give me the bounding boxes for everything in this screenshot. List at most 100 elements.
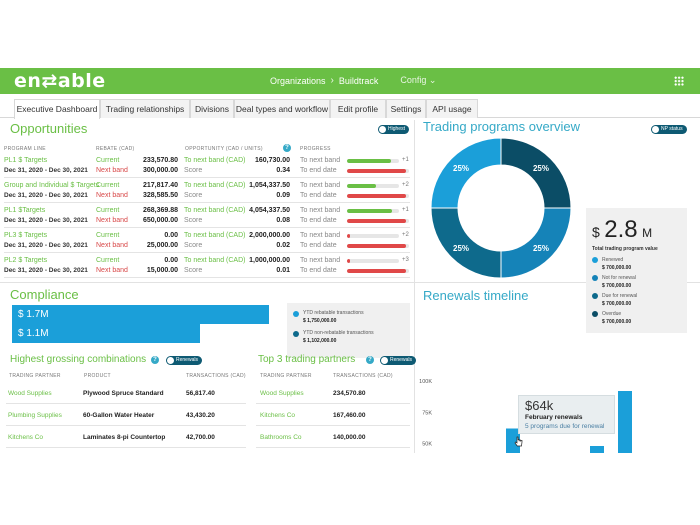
program-name[interactable]: PL1 $ Targets [4,157,48,164]
progress-bar-next-band [347,209,399,213]
legend-dot [592,293,598,299]
progress-fill [347,269,406,273]
progress-next-label: To next band [300,182,341,189]
table-row[interactable]: Bathrooms Co 140,000.00 [256,426,410,448]
legend-value: $ 700,000.00 [602,301,632,307]
help-icon[interactable]: ? [366,356,374,364]
section-divider [415,282,700,283]
trading-partner[interactable]: Wood Supplies [8,390,52,397]
apps-grid-icon[interactable] [674,76,684,86]
tab-api-usage[interactable]: API usage [426,99,478,118]
compliance-bar-non-rebatable[interactable]: $ 1.1M [12,324,200,343]
bar-jun[interactable] [618,391,632,453]
col-rebate: REBATE (CAD) [96,146,135,152]
column-divider [414,120,415,453]
current-rebate: 217,817.40 [142,182,178,189]
table-row[interactable]: PL3 $ Targets Dec 31, 2020 - Dec 30, 2021… [4,229,410,253]
highest-toggle[interactable]: Highest [378,125,409,134]
tab-executive-dashboard[interactable]: Executive Dashboard [14,99,100,119]
donut-slice-label: 25% [453,164,469,173]
help-icon[interactable]: ? [283,144,291,152]
to-next-band-value: 1,054,337.50 [249,182,290,189]
program-name[interactable]: PL3 $ Targets [4,232,48,239]
breadcrumb-organizations[interactable]: Organizations [270,75,326,86]
progress-next-label: To next band [300,257,341,264]
col-program-line: PROGRAM LINE [4,146,46,152]
config-menu[interactable]: Config ⌄ [400,75,437,85]
tooltip-value: $64k [525,398,554,413]
tab-edit-profile[interactable]: Edit profile [330,99,386,118]
bar-may[interactable] [590,446,604,453]
legend-text: Due for renewal [602,293,638,299]
table-row[interactable]: Wood Supplies Plywood Spruce Standard 56,8… [6,382,246,404]
next-band-rebate: 328,585.50 [142,192,178,199]
progress-fill [347,219,406,223]
progress-bar-end-date [347,269,409,273]
next-band-rebate: 300,000.00 [142,167,178,174]
renewals-tooltip: $64k February renewals 5 programs due fo… [518,395,615,434]
legend-dot [592,275,598,281]
help-icon[interactable]: ? [151,356,159,364]
table-row[interactable]: Kitchens Co Laminates 8-pi Countertop 42,7… [6,426,246,448]
progress-fill [347,159,392,163]
table-row[interactable]: Plumbing Supplies 60-Gallon Water Heater 4… [6,404,246,426]
table-row[interactable]: PL2 $ Targets Dec 31, 2020 - Dec 30, 2021… [4,254,410,278]
breadcrumb-buildtrack[interactable]: Buildtrack [338,75,379,86]
section-divider [0,282,414,283]
progress-fill [347,209,393,213]
current-rebate: 0.00 [164,257,178,264]
combos-renewals-toggle[interactable]: Renewals [166,356,202,365]
table-row[interactable]: Group and Individual $ Targets Dec 31, 20… [4,179,410,203]
progress-delta: +3 [402,257,409,263]
partners-title: Top 3 trading partners [258,354,356,365]
score-value: 0.34 [276,167,290,174]
tab-divisions[interactable]: Divisions [190,99,234,118]
top-bar: en⇄able Organizations › Buildtrack Confi… [0,68,700,94]
np-status-toggle[interactable]: NP status [651,125,687,134]
score-label: Score [184,242,203,249]
program-name[interactable]: PL1 $Targets [4,207,46,214]
trading-partner[interactable]: Kitchens Co [260,412,296,419]
program-dates: Dec 31, 2020 - Dec 30, 2021 [4,242,88,249]
legend-text: Renewed [602,257,624,263]
tab-deal-types[interactable]: Deal types and workflow [234,99,330,118]
progress-fill [347,244,406,248]
trading-partner[interactable]: Plumbing Supplies [8,412,62,419]
progress-next-label: To next band [300,157,341,164]
partners-renewals-toggle[interactable]: Renewals [380,356,416,365]
next-band-label: Next band [96,167,128,174]
progress-delta: +1 [402,207,409,213]
table-row[interactable]: PL1 $Targets Dec 31, 2020 - Dec 30, 2021 C… [4,204,410,228]
progress-next-label: To next band [300,232,341,239]
current-label: Current [96,207,120,214]
donut-slice[interactable] [430,137,502,209]
table-row[interactable]: Kitchens Co 167,460.00 [256,404,410,426]
donut-slice-label: 25% [533,244,549,253]
tab-trading-relationships[interactable]: Trading relationships [100,99,190,118]
trading-partner[interactable]: Bathrooms Co [260,434,302,441]
to-next-band-label: To next band (CAD) [184,157,246,164]
trading-partner[interactable]: Kitchens Co [8,434,44,441]
progress-fill [347,169,406,173]
current-rebate: 0.00 [164,232,178,239]
enable-logo[interactable]: en⇄able [14,70,106,92]
progress-delta: +2 [402,182,409,188]
table-row[interactable]: Wood Supplies 234,570.80 [256,382,410,404]
bar-feb[interactable] [506,428,520,454]
trading-partner[interactable]: Wood Supplies [260,390,304,397]
pointer-cursor-icon [514,436,523,447]
score-value: 0.02 [276,242,290,249]
legend-dot [293,311,299,317]
program-name[interactable]: PL2 $ Targets [4,257,48,264]
program-dates: Dec 31, 2020 - Dec 30, 2021 [4,192,88,199]
program-name[interactable]: Group and Individual $ Targets [4,182,100,189]
current-label: Current [96,232,120,239]
tab-settings[interactable]: Settings [386,99,426,118]
current-label: Current [96,257,120,264]
programs-summary: $ 2.8 M Total trading program value Rene… [586,208,687,333]
table-row[interactable]: PL1 $ Targets Dec 31, 2020 - Dec 30, 2021… [4,154,410,178]
score-label: Score [184,192,203,199]
compliance-bar-rebatable[interactable]: $ 1.7M [12,305,269,324]
progress-next-label: To next band [300,207,341,214]
to-next-band-value: 4,054,337.50 [249,207,290,214]
